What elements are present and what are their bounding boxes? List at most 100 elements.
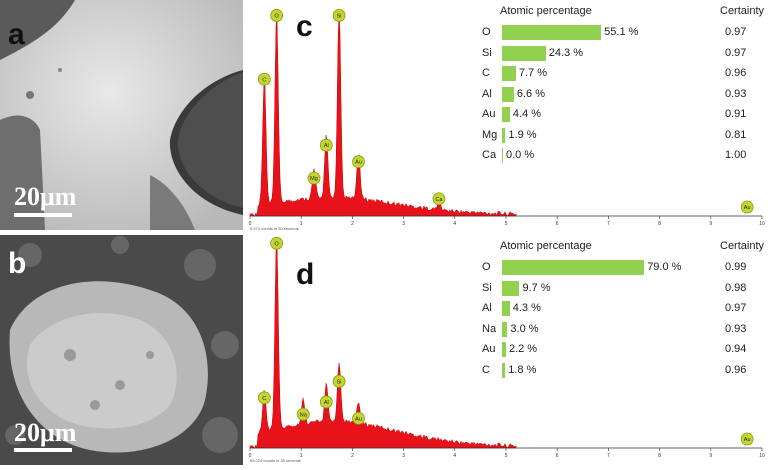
scalebar-label-b: 20μm xyxy=(14,418,77,447)
x-tick-label: 3 xyxy=(402,453,405,459)
spectrum-area xyxy=(249,9,517,217)
scalebar-label-a: 20μm xyxy=(14,182,77,211)
x-tick-label: 8 xyxy=(658,453,661,459)
table-row: O 55.1 % 0.97 xyxy=(480,24,766,42)
percentage-value: 4.3 % xyxy=(512,302,541,314)
svg-text:Mg: Mg xyxy=(310,176,318,182)
percentage-value: 6.6 % xyxy=(516,87,546,100)
x-tick-label: 2 xyxy=(351,221,354,227)
percentage-value: 1.9 % xyxy=(508,128,537,141)
sem-image-a xyxy=(0,0,243,230)
element-symbol: C xyxy=(482,363,490,376)
peak-label: Au xyxy=(740,432,754,446)
x-tick-label: 1 xyxy=(300,453,303,459)
element-symbol: Au xyxy=(482,108,496,120)
table-row: Ca 0.0 % 1.00 xyxy=(480,147,766,165)
svg-text:O: O xyxy=(274,241,279,247)
table-row: Al 4.3 % 0.97 xyxy=(480,300,766,318)
element-symbol: Al xyxy=(482,302,492,314)
percentage-bar xyxy=(502,148,503,163)
panel-label-a: a xyxy=(8,18,25,51)
element-symbol: Mg xyxy=(482,128,498,141)
composition-table-d: Atomic percentage Certainty O 79.0 % 0.99 S… xyxy=(480,240,766,390)
spectrum-d-svg: 0 1 2 3 4 5 6 7 8 9 10 C O Na Al Si Au Au xyxy=(249,236,765,459)
x-tick-label: 9 xyxy=(709,453,712,459)
panel-label-c: c xyxy=(296,10,313,43)
element-symbol: Au xyxy=(482,343,496,355)
svg-text:Au: Au xyxy=(355,416,362,422)
certainty-value: 1.00 xyxy=(725,149,747,161)
svg-text:C: C xyxy=(262,77,266,83)
svg-text:Al: Al xyxy=(324,143,329,149)
certainty-value: 0.96 xyxy=(725,363,747,376)
sem-image-b-graphic xyxy=(0,235,243,465)
x-tick-label: 3 xyxy=(402,221,405,227)
percentage-bar xyxy=(502,86,514,102)
percentage-value: 4.4 % xyxy=(512,108,542,120)
sem-image-a-graphic xyxy=(0,0,243,230)
table-row: Au 2.2 % 0.94 xyxy=(480,341,766,359)
element-symbol: Si xyxy=(482,46,492,59)
composition-table-c: Atomic percentage Certainty O 55.1 % 0.97 S… xyxy=(480,5,766,170)
table-c-header-right: Certainty xyxy=(720,5,765,17)
peak-label: Al xyxy=(319,138,333,152)
percentage-bar xyxy=(502,107,510,122)
peak-label: Mg xyxy=(307,171,321,185)
certainty-value: 0.94 xyxy=(725,343,747,355)
spectrum-d: 0 1 2 3 4 5 6 7 8 9 10 C O Na Al Si Au Au xyxy=(244,234,768,465)
percentage-bar xyxy=(502,362,506,378)
percentage-bar xyxy=(502,260,645,275)
counts-note-c: 9.574 counts in 30 seconds xyxy=(250,226,299,231)
certainty-value: 0.96 xyxy=(725,67,747,79)
spectrum-c: 0 1 2 3 4 5 6 7 8 9 10 C O Mg Al Si Au Ca Au xyxy=(244,0,768,232)
peak-label: C xyxy=(257,72,271,86)
certainty-value: 0.91 xyxy=(725,108,747,120)
svg-text:Si: Si xyxy=(337,379,342,385)
element-symbol: C xyxy=(482,67,490,79)
svg-text:Au: Au xyxy=(744,205,751,211)
x-tick-label: 1 xyxy=(300,221,303,227)
table-row: O 79.0 % 0.99 xyxy=(480,259,766,277)
x-tick-label: 10 xyxy=(759,453,765,459)
table-row: Na 3.0 % 0.93 xyxy=(480,321,766,339)
certainty-value: 0.93 xyxy=(725,87,747,100)
scalebar-a xyxy=(14,213,72,217)
svg-text:Ca: Ca xyxy=(435,197,443,203)
x-tick-label: 2 xyxy=(351,453,354,459)
table-d-header-left: Atomic percentage xyxy=(500,240,592,252)
peak-label: O xyxy=(270,236,284,250)
certainty-value: 0.81 xyxy=(725,128,747,141)
certainty-value: 0.98 xyxy=(725,281,747,294)
x-tick-label: 9 xyxy=(709,221,712,227)
x-tick-label: 8 xyxy=(658,221,661,227)
table-row: Al 6.6 % 0.93 xyxy=(480,86,766,104)
peak-label: Si xyxy=(332,9,346,22)
x-tick-label: 4 xyxy=(453,221,456,227)
x-tick-label: 6 xyxy=(556,453,559,459)
table-row: Si 9.7 % 0.98 xyxy=(480,280,766,298)
percentage-bar xyxy=(502,45,546,61)
counts-note-d: 65.024 counts in 30 seconds xyxy=(250,458,301,463)
table-row: Mg 1.9 % 0.81 xyxy=(480,127,766,145)
percentage-value: 24.3 % xyxy=(548,46,583,59)
percentage-bar xyxy=(502,321,508,337)
spectrum-c-svg: 0 1 2 3 4 5 6 7 8 9 10 C O Mg Al Si Au Ca Au xyxy=(249,9,765,227)
spectrum-area xyxy=(249,241,517,449)
percentage-bar xyxy=(502,66,516,81)
percentage-value: 2.2 % xyxy=(508,343,538,355)
x-tick-label: 5 xyxy=(505,221,508,227)
svg-text:Si: Si xyxy=(337,13,342,19)
peak-label: O xyxy=(270,9,284,22)
percentage-value: 1.8 % xyxy=(508,363,537,376)
svg-text:Al: Al xyxy=(324,400,329,406)
svg-text:O: O xyxy=(274,13,279,19)
table-row: C 7.7 % 0.96 xyxy=(480,65,766,83)
x-tick-label: 5 xyxy=(505,453,508,459)
percentage-bar xyxy=(502,342,506,357)
table-d-header-right: Certainty xyxy=(720,240,765,252)
percentage-value: 7.7 % xyxy=(518,67,547,79)
percentage-bar xyxy=(502,280,520,296)
element-symbol: Na xyxy=(482,322,497,335)
percentage-bar xyxy=(502,127,506,143)
table-row: Si 24.3 % 0.97 xyxy=(480,45,766,63)
